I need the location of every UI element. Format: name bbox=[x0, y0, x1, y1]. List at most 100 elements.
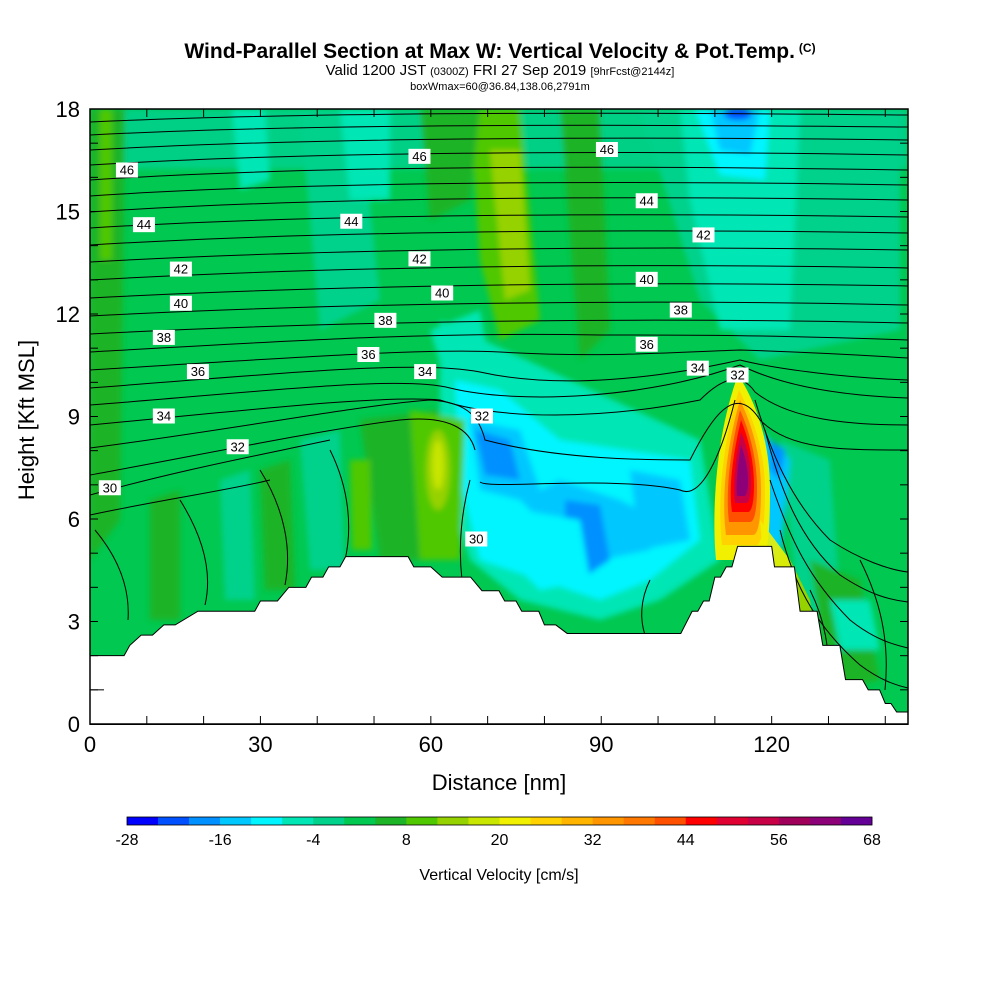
colorbar-swatch bbox=[189, 817, 221, 825]
isentrope-value: 46 bbox=[412, 149, 426, 164]
colorbar-swatch bbox=[282, 817, 314, 825]
colorbar-swatch bbox=[220, 817, 252, 825]
y-tick-label: 15 bbox=[56, 200, 80, 225]
isentrope-value: 44 bbox=[344, 214, 358, 229]
colorbar-tick-label: -16 bbox=[209, 832, 232, 849]
forecast-tag: [9hrFcst@2144z] bbox=[590, 66, 675, 78]
isentrope-value: 32 bbox=[230, 439, 244, 454]
isentrope-label: 32 bbox=[226, 439, 249, 455]
colorbar: -28 -16 -4 8 20 32 44 56 68 bbox=[115, 816, 881, 849]
colorbar-tick-label: 8 bbox=[402, 832, 411, 849]
copyright-mark: (C) bbox=[798, 41, 816, 55]
y-tick-label: 18 bbox=[56, 97, 80, 122]
isentrope-value: 30 bbox=[103, 480, 117, 495]
valid-utc: (0300Z) bbox=[430, 66, 469, 78]
isentrope-label: 44 bbox=[132, 217, 155, 233]
isentrope-label: 36 bbox=[635, 336, 658, 352]
isentrope-value: 40 bbox=[639, 272, 653, 287]
isentrope-value: 34 bbox=[157, 409, 171, 424]
isentrope-value: 40 bbox=[174, 296, 188, 311]
isentrope-label: 36 bbox=[186, 364, 209, 380]
terrain-mask bbox=[89, 545, 909, 725]
y-tick-label: 0 bbox=[68, 712, 80, 737]
isentrope-label: 36 bbox=[357, 347, 380, 362]
colorbar-tick-label: -4 bbox=[306, 832, 320, 849]
colorbar-swatch bbox=[809, 817, 842, 825]
isentrope-label: 38 bbox=[374, 312, 397, 328]
isentrope-value: 34 bbox=[691, 361, 705, 376]
isentrope-value: 42 bbox=[412, 251, 426, 266]
isentrope-label: 32 bbox=[470, 408, 493, 424]
isentrope-label: 46 bbox=[595, 142, 618, 157]
colorbar-swatch bbox=[716, 817, 749, 825]
y-tick-label: 3 bbox=[68, 610, 80, 635]
colorbar-swatch bbox=[685, 817, 718, 825]
isentrope-label: 30 bbox=[98, 480, 121, 496]
isentrope-value: 36 bbox=[639, 337, 653, 352]
isentrope-value: 36 bbox=[361, 347, 375, 362]
colorbar-tick-label: 32 bbox=[584, 832, 602, 849]
colorbar-swatch bbox=[499, 817, 531, 825]
y-tick-label: 6 bbox=[68, 507, 80, 532]
isentrope-label: 44 bbox=[635, 193, 658, 209]
colorbar-swatch bbox=[561, 817, 593, 825]
box-info: boxWmax=60@36.84,138.06,2791m bbox=[410, 81, 590, 93]
isentrope-value: 38 bbox=[378, 313, 392, 328]
colorbar-swatch bbox=[313, 817, 345, 825]
isentrope-value: 46 bbox=[600, 142, 614, 157]
isentrope-value: 38 bbox=[157, 330, 171, 345]
isentrope-label: 42 bbox=[169, 261, 192, 277]
colorbar-swatch bbox=[468, 817, 500, 825]
colorbar-title: Vertical Velocity [cm/s] bbox=[419, 867, 578, 884]
isentrope-label: 42 bbox=[408, 251, 431, 266]
valid-date: FRI 27 Sep 2019 bbox=[472, 62, 587, 79]
colorbar-swatch bbox=[406, 817, 438, 825]
isentrope-value: 38 bbox=[674, 303, 688, 318]
isentrope-value: 40 bbox=[435, 286, 449, 301]
chart-title: Wind-Parallel Section at Max W: Vertical… bbox=[0, 36, 1000, 64]
colorbar-swatch bbox=[344, 817, 376, 825]
isentrope-value: 30 bbox=[469, 532, 483, 547]
isentrope-label: 46 bbox=[115, 162, 138, 178]
x-tick-label: 30 bbox=[248, 732, 272, 757]
isentrope-labels: 46 46 46 44 44 44 42 42 42 40 40 40 38 38 38 36 36 36 34 34… bbox=[98, 142, 749, 547]
isentrope-label: 44 bbox=[340, 213, 363, 229]
isentrope-value: 46 bbox=[120, 163, 134, 178]
isentrope-label: 38 bbox=[152, 329, 175, 345]
isentrope-label: 40 bbox=[431, 285, 454, 301]
colorbar-tick-label: 20 bbox=[491, 832, 509, 849]
isentrope-label: 38 bbox=[669, 302, 692, 318]
isentrope-value: 42 bbox=[174, 262, 188, 277]
colorbar-swatch bbox=[840, 817, 873, 825]
chart-header: Wind-Parallel Section at Max W: Vertical… bbox=[0, 36, 1000, 93]
colorbar-swatch bbox=[654, 817, 687, 825]
colorbar-tick-label: 56 bbox=[770, 832, 788, 849]
valid-time-line: Valid 1200 JST (0300Z) FRI 27 Sep 2019 [… bbox=[0, 62, 1000, 81]
colorbar-swatch bbox=[747, 817, 780, 825]
colorbar-swatch bbox=[251, 817, 283, 825]
valid-prefix: Valid 1200 JST bbox=[325, 62, 426, 79]
isentrope-label: 34 bbox=[686, 360, 709, 376]
isentrope-value: 32 bbox=[475, 409, 489, 424]
x-tick-label: 60 bbox=[419, 732, 443, 757]
colorbar-tick-label: 68 bbox=[863, 832, 881, 849]
colorbar-tick-label: 44 bbox=[677, 832, 695, 849]
isentrope-value: 42 bbox=[696, 227, 710, 242]
y-axis-title: Height [Kft MSL] bbox=[14, 340, 39, 500]
isentrope-label: 40 bbox=[635, 271, 658, 287]
colorbar-swatch bbox=[592, 817, 624, 825]
isentrope-value: 34 bbox=[418, 364, 432, 379]
isentrope-value: 44 bbox=[137, 217, 151, 232]
colorbar-swatch bbox=[375, 817, 407, 825]
isentrope-lines bbox=[90, 112, 908, 691]
isentrope-label: 40 bbox=[169, 295, 192, 311]
colorbar-swatch bbox=[127, 817, 159, 825]
colorbar-swatch bbox=[530, 817, 562, 825]
x-tick-label: 120 bbox=[753, 732, 790, 757]
colorbar-swatch bbox=[778, 817, 811, 825]
isentrope-label: 34 bbox=[414, 364, 437, 380]
colorbar-tick-label: -28 bbox=[115, 832, 138, 849]
colorbar-swatch bbox=[158, 817, 190, 825]
